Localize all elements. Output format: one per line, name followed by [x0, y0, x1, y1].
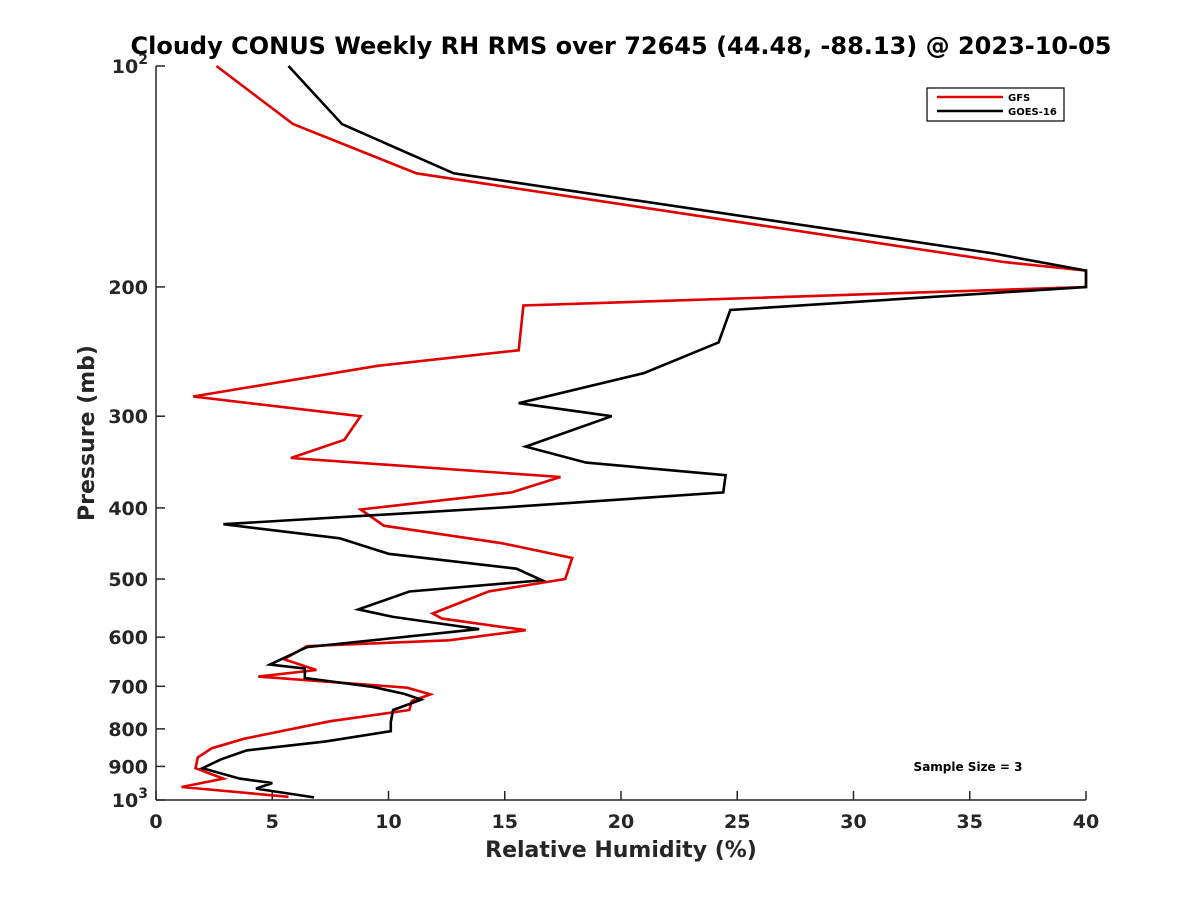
- y-tick-label: 700: [108, 676, 148, 698]
- y-tick-label: 600: [108, 627, 148, 649]
- y-tick-label: 900: [108, 756, 148, 778]
- series-group: [181, 64, 1088, 799]
- x-tick-label: 25: [724, 811, 750, 833]
- x-tick-label: 0: [149, 811, 162, 833]
- x-tick-label: 15: [492, 811, 518, 833]
- x-axis-label: Relative Humidity (%): [485, 838, 757, 863]
- x-tick-label: 20: [608, 811, 634, 833]
- x-tick-label: 5: [266, 811, 279, 833]
- legend-label-gfs: GFS: [1008, 93, 1030, 104]
- y-tick-label: 103: [112, 786, 148, 812]
- y-tick-label: 400: [108, 498, 148, 520]
- series-line-goes-16: [198, 65, 1088, 799]
- y-tick-label: 500: [108, 569, 148, 591]
- x-tick-label: 10: [375, 811, 401, 833]
- legend: GFS GOES-16: [926, 87, 1065, 122]
- series-line-gfs: [181, 64, 1088, 799]
- y-tick-label: 300: [108, 406, 148, 428]
- legend-label-goes-16: GOES-16: [1008, 107, 1057, 118]
- y-tick-label: 102: [112, 52, 148, 78]
- x-tick-label: 35: [957, 811, 983, 833]
- x-tick-label: 40: [1073, 811, 1099, 833]
- sample-size-annotation: Sample Size = 3: [914, 760, 1023, 774]
- x-tick-label: 30: [840, 811, 866, 833]
- y-axis: 102 200 300 400 500 600 700 800 900 103: [108, 52, 165, 812]
- legend-box: [926, 87, 1065, 122]
- y-axis-label: Pressure (mb): [75, 345, 100, 521]
- chart-title: Cloudy CONUS Weekly RH RMS over 72645 (4…: [131, 32, 1112, 60]
- y-tick-label: 800: [108, 719, 148, 741]
- x-axis: 0 5 10 15 20 25 30 35 40: [149, 791, 1099, 833]
- y-tick-label: 200: [108, 277, 148, 299]
